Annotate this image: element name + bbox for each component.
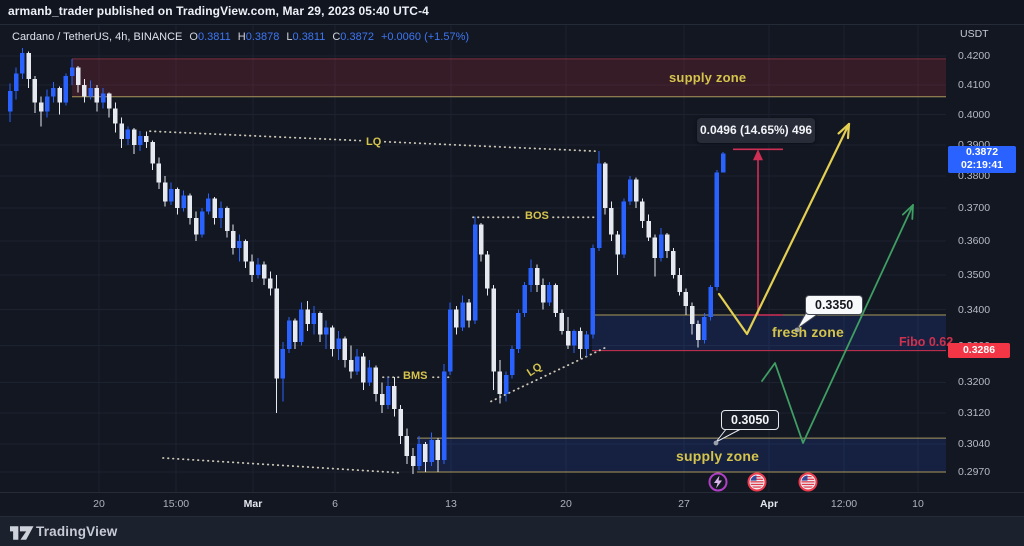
- time-tick: 20: [93, 498, 105, 510]
- measure-label[interactable]: 0.0496 (14.65%) 496: [697, 118, 815, 143]
- price-callout-supply-zone[interactable]: 0.3050: [721, 410, 780, 430]
- time-tick: 12:00: [830, 498, 858, 510]
- time-axis[interactable]: 20 15:00 Mar 6 13 20 27 Apr 12:00 10: [0, 492, 1024, 517]
- current-price-value: 0.3872: [965, 146, 999, 158]
- price-tick: 0.3200: [958, 376, 991, 389]
- current-price-label[interactable]: 0.3872 02:19:41: [948, 146, 1016, 173]
- footer-bar: TradingView: [0, 516, 1024, 546]
- price-axis[interactable]: USDT 0.4200 0.4100 0.4000 0.3900 0.3800 0.370…: [946, 25, 1024, 492]
- price-tick: 0.3120: [958, 406, 991, 419]
- price-tick: 0.4000: [958, 108, 991, 121]
- lq-top-label[interactable]: LQ: [363, 136, 385, 148]
- fibo-level-label[interactable]: Fibo 0.62: [899, 335, 954, 349]
- price-axis-currency: USDT: [960, 28, 989, 40]
- tradingview-brand[interactable]: TradingView: [36, 524, 118, 539]
- price-tick: 0.4100: [958, 78, 991, 91]
- time-tick: 6: [332, 498, 338, 510]
- lq-top-line: [149, 130, 596, 153]
- ohlc-close-letter: C: [332, 31, 341, 43]
- price-tick: 0.4200: [958, 50, 991, 62]
- callout-tails[interactable]: [713, 310, 820, 446]
- ohlc-low-letter: L: [286, 31, 293, 43]
- time-tick: 20: [560, 498, 572, 510]
- fresh-zone-label[interactable]: fresh zone: [772, 324, 845, 340]
- ohlc-high-letter: H: [237, 31, 246, 43]
- ohlc-open-letter: O: [189, 31, 198, 43]
- price-tick: 0.3800: [958, 170, 991, 183]
- time-tick: 15:00: [162, 498, 190, 510]
- price-tick: 0.3600: [958, 235, 991, 248]
- bms-label[interactable]: BMS: [400, 370, 431, 382]
- time-tick: Apr: [759, 498, 779, 510]
- time-tick: 27: [678, 498, 690, 510]
- equal-lows-line: [162, 457, 402, 474]
- ohlc-close-value: 0.3872: [340, 31, 374, 43]
- structure-lines[interactable]: [149, 130, 607, 474]
- publish-banner: armanb_trader published on TradingView.c…: [0, 0, 1024, 25]
- supply-zone-bottom-label[interactable]: supply zone: [676, 448, 760, 464]
- symbol-title: Cardano / TetherUS, 4h, BINANCE: [12, 31, 183, 43]
- tradingview-logo-icon[interactable]: [10, 525, 34, 541]
- candlestick-series[interactable]: [7, 48, 726, 475]
- time-tick: 10: [912, 498, 924, 510]
- bos-label[interactable]: BOS: [522, 210, 552, 222]
- zones[interactable]: [72, 58, 946, 473]
- ohlc-open-value: 0.3811: [197, 31, 231, 43]
- fibo-price-value: 0.3286: [962, 344, 996, 356]
- yellow-projection-arrow[interactable]: [717, 122, 851, 336]
- publish-banner-text: armanb_trader published on TradingView.c…: [8, 4, 429, 18]
- price-tick: 0.3500: [958, 268, 991, 281]
- price-tick: 0.3700: [958, 202, 991, 215]
- green-projection-arrow[interactable]: [761, 204, 914, 444]
- fibo-price-label[interactable]: 0.3286: [948, 343, 1010, 358]
- ohlc-high-value: 0.3878: [245, 31, 280, 43]
- change-value: +0.0060 (+1.57%): [380, 31, 470, 43]
- supply-zone-top-label[interactable]: supply zone: [669, 70, 747, 85]
- time-tick: Mar: [243, 498, 263, 510]
- economic-event-us-flag-icon[interactable]: [747, 472, 767, 492]
- economic-event-us-flag-icon[interactable]: [798, 472, 818, 492]
- price-callout-fresh-zone[interactable]: 0.3350: [805, 295, 864, 315]
- time-tick: 13: [445, 498, 457, 510]
- symbol-legend[interactable]: Cardano / TetherUS, 4h, BINANCE O0.3811 H0…: [12, 31, 469, 43]
- measure-tool[interactable]: [733, 148, 783, 316]
- ohlc-low-value: 0.3811: [292, 31, 326, 43]
- candle-countdown: 02:19:41: [960, 159, 1004, 171]
- economic-event-lightning-icon[interactable]: [708, 472, 728, 492]
- price-tick: 0.3400: [958, 303, 991, 316]
- price-tick: 0.2970: [958, 466, 991, 479]
- price-tick: 0.3040: [958, 438, 991, 451]
